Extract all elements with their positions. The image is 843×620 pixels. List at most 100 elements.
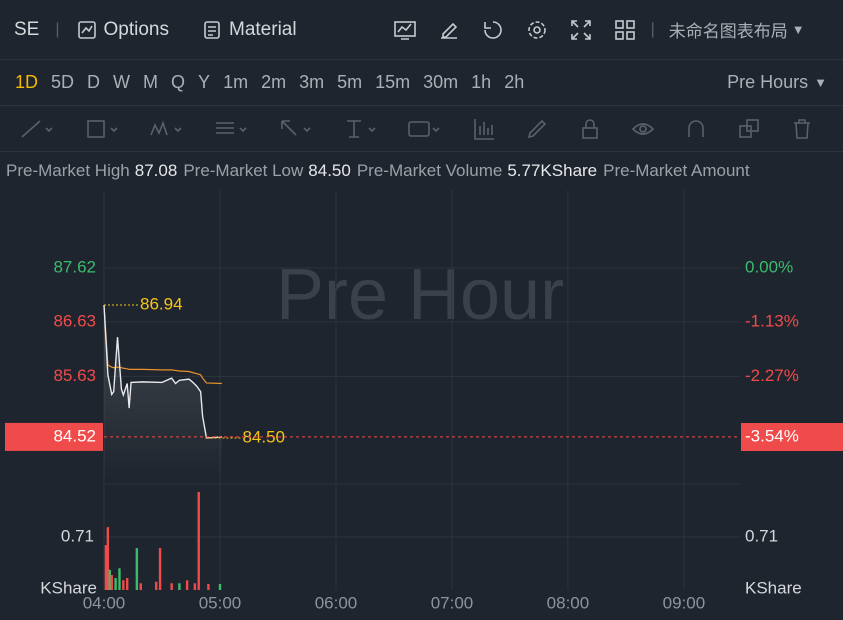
volume-bar <box>122 580 125 590</box>
volume-bar <box>170 583 173 590</box>
volume-bar <box>154 581 158 590</box>
shape-tool[interactable] <box>85 117 120 141</box>
timeframe[interactable]: D <box>87 72 101 92</box>
material-button[interactable]: Material <box>229 18 297 40</box>
timeframe[interactable]: 1h <box>471 72 492 92</box>
timeframe[interactable]: 5m <box>337 72 363 92</box>
bars-tool[interactable] <box>472 117 495 141</box>
pattern-tool[interactable] <box>149 117 184 141</box>
volume-unit: KShare <box>745 578 802 597</box>
indicator-icon[interactable] <box>393 18 417 42</box>
info-label: Pre-Market Volume <box>356 161 503 180</box>
timeframe[interactable]: 30m <box>423 72 459 92</box>
last-change-label: -3.54% <box>745 426 799 445</box>
volume-bar <box>218 584 222 590</box>
timeframe[interactable]: 2m <box>261 72 287 92</box>
info-label: Pre-Market High <box>6 161 130 180</box>
layout-name[interactable]: 未命名图表布局 <box>668 22 788 41</box>
measure-tool[interactable] <box>343 117 378 141</box>
volume-bar <box>110 575 113 590</box>
layout-icon[interactable] <box>613 18 637 42</box>
timeframe[interactable]: M <box>143 72 159 92</box>
reset-icon[interactable] <box>481 18 505 42</box>
brush-tool[interactable] <box>525 117 548 141</box>
x-tick-label: 04:00 <box>83 593 126 612</box>
volume-bar <box>114 578 117 590</box>
x-tick-label: 07:00 <box>431 593 474 612</box>
x-tick-label: 05:00 <box>199 593 242 612</box>
timeframe[interactable]: 1D <box>15 72 39 92</box>
timeframe[interactable]: Y <box>198 72 211 92</box>
volume-bar <box>106 527 110 590</box>
volume-bar <box>185 580 189 590</box>
info-label: Pre-Market Amount <box>603 161 750 180</box>
y-tick-label: 86.63 <box>53 311 96 330</box>
last-change-box <box>741 423 843 452</box>
annotation-label: 86.94 <box>140 295 183 314</box>
volume-bar <box>108 569 111 590</box>
timeframe[interactable]: Q <box>171 72 186 92</box>
drawing-toolbar <box>0 106 843 152</box>
y-tick-label: 85.63 <box>53 366 96 385</box>
volume-bar <box>139 583 142 590</box>
last-price-label: 84.52 <box>53 426 96 445</box>
options-button[interactable]: Options <box>103 18 169 40</box>
timeframe[interactable]: 5D <box>51 72 75 92</box>
timeframe[interactable]: 2h <box>504 72 525 92</box>
volume-bar <box>197 491 200 590</box>
volume-bar <box>135 548 139 590</box>
last-price-box <box>5 422 103 451</box>
y-tick-label: 87.62 <box>53 257 96 276</box>
info-label: Pre-Market Low <box>183 161 304 180</box>
info-value: 5.77KShare <box>507 161 598 180</box>
price-line <box>103 304 222 439</box>
lock-tool[interactable] <box>578 117 601 141</box>
timeframe[interactable]: W <box>113 72 131 92</box>
x-tick-label: 09:00 <box>663 593 706 612</box>
arrow-tool[interactable] <box>278 117 313 141</box>
info-value: 84.50 <box>308 161 351 180</box>
line-tool[interactable] <box>20 117 55 141</box>
edit-icon[interactable] <box>437 18 461 42</box>
timeframe[interactable]: 1m <box>223 72 249 92</box>
timeframe[interactable]: 15m <box>375 72 411 92</box>
y2-tick-label: -2.27% <box>745 366 799 385</box>
delete-tool[interactable] <box>790 117 813 141</box>
volume-tick-label: 0.71 <box>745 526 778 545</box>
volume-bar <box>158 548 162 590</box>
x-tick-label: 08:00 <box>547 593 590 612</box>
timeframe[interactable]: 3m <box>299 72 325 92</box>
copy-tool[interactable] <box>737 117 760 141</box>
eye-tool[interactable] <box>631 117 654 141</box>
info-strip: Pre-Market High 87.08 Pre-Market Low 84.50 P… <box>0 152 843 190</box>
material-icon[interactable] <box>201 19 223 41</box>
volume-bar <box>118 568 121 590</box>
y2-tick-label: -1.13% <box>745 311 799 330</box>
volume-bar <box>125 578 129 590</box>
settings-icon[interactable] <box>525 18 549 42</box>
session-select[interactable]: Pre Hours <box>727 72 809 92</box>
options-icon[interactable] <box>76 19 98 41</box>
volume-bar <box>193 583 197 590</box>
annotation-label: 84.50 <box>242 428 285 447</box>
timeframe-bar: 1D 5D D W M Q Y 1m 2m 3m 5m 15m 30m 1h 2h Pre Hours ▼ <box>0 60 843 106</box>
x-tick-label: 06:00 <box>315 593 358 612</box>
fib-tool[interactable] <box>214 117 249 141</box>
price-area <box>104 305 222 480</box>
volume-bar <box>207 584 210 590</box>
top-bar: SE | Options Material | 未命名图表布局 ▼ <box>0 0 843 60</box>
fullscreen-icon[interactable] <box>569 18 593 42</box>
volume-bar <box>104 545 108 590</box>
watermark: Pre Hour <box>276 255 564 335</box>
symbol[interactable]: SE <box>14 18 40 40</box>
volume-unit: KShare <box>40 578 97 597</box>
average-line <box>103 304 222 385</box>
volume-tick-label: 0.71 <box>61 526 94 545</box>
timeframe-list: 1D 5D D W M Q Y 1m 2m 3m 5m 15m 30m 1h 2h <box>15 72 537 93</box>
price-label-tool[interactable] <box>407 117 442 141</box>
magnet-tool[interactable] <box>684 117 707 141</box>
volume-bar <box>178 583 181 590</box>
